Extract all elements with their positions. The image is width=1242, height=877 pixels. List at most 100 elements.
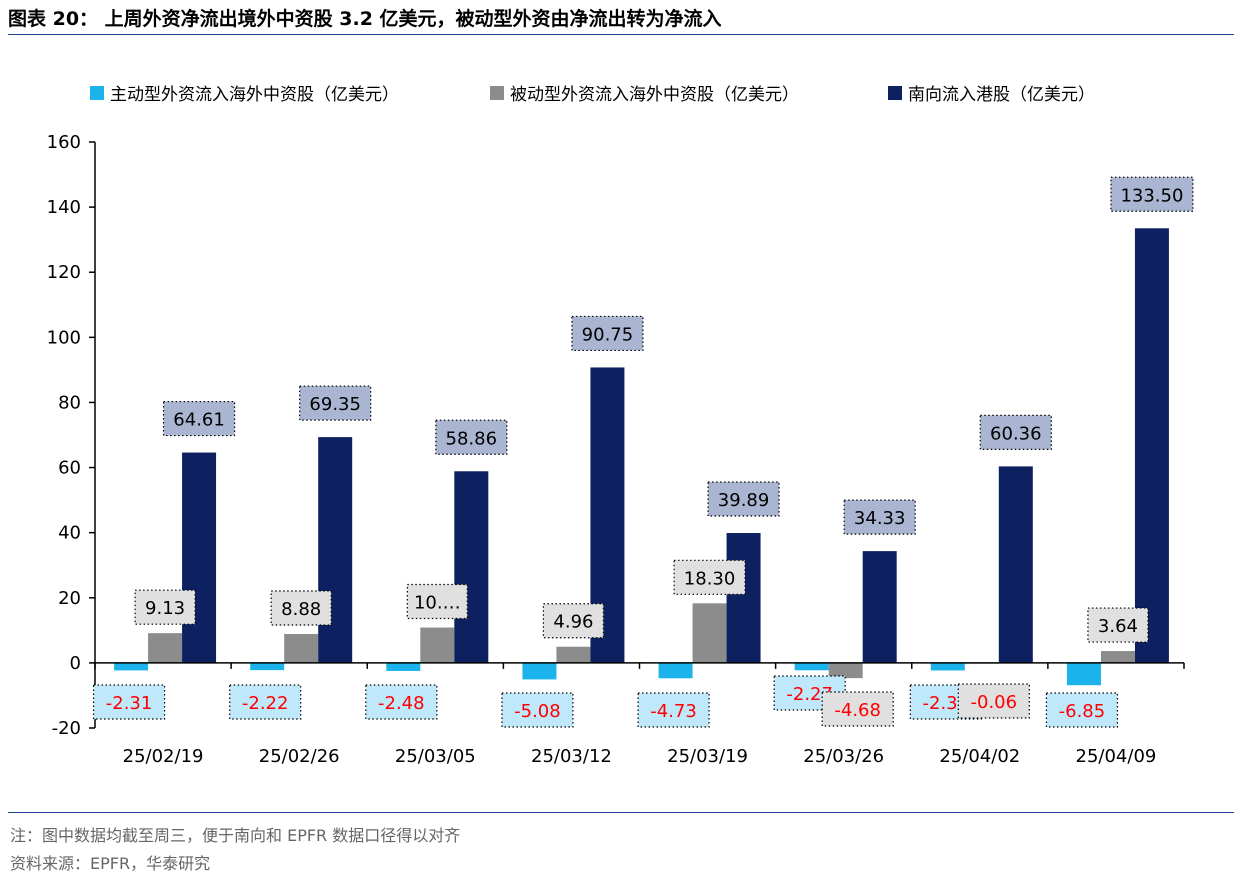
bar xyxy=(454,471,489,663)
data-label: 4.96 xyxy=(553,612,593,633)
x-axis: 25/02/19 25/02/26 25/03/05 25/03/12 25/03/19… xyxy=(94,662,1185,767)
x-tick-label: 25/02/26 xyxy=(259,746,340,767)
data-label: -2.27 xyxy=(786,684,833,705)
data-label: 3.64 xyxy=(1098,616,1138,637)
data-label: -5.08 xyxy=(514,701,561,722)
data-label-box xyxy=(821,691,894,727)
data-label: 10.… xyxy=(414,593,461,614)
data-label-box xyxy=(501,692,574,728)
y-tick-label: 120 xyxy=(47,262,81,283)
data-label: 60.36 xyxy=(990,423,1042,444)
y-tick-label: 0 xyxy=(70,653,81,674)
data-label: -6.85 xyxy=(1059,701,1106,722)
legend-swatch xyxy=(888,86,902,100)
bar xyxy=(692,603,727,663)
bar xyxy=(726,533,761,663)
data-label-box xyxy=(542,603,605,639)
bar xyxy=(522,662,557,680)
legend-label: 南向流入港股（亿美元） xyxy=(908,85,1095,105)
data-label-box xyxy=(162,400,236,437)
data-label: -2.31 xyxy=(106,693,153,714)
data-label-box xyxy=(406,583,468,620)
bar xyxy=(250,662,285,671)
bar xyxy=(148,633,183,663)
bar xyxy=(930,662,965,671)
x-tick-label: 25/02/19 xyxy=(123,746,204,767)
data-labels: -2.31 9.13 64.61 -2.22 8.88 69.35 -2.48 10.… 58.… xyxy=(92,176,1194,728)
data-label-box xyxy=(1045,692,1119,728)
data-label-box xyxy=(707,481,780,517)
bar xyxy=(420,627,455,663)
legend-label: 被动型外资流入海外中资股（亿美元） xyxy=(510,85,799,105)
x-tick-label: 25/03/19 xyxy=(667,746,748,767)
data-label-box xyxy=(365,684,438,720)
data-label: 69.35 xyxy=(309,394,361,415)
bar xyxy=(862,551,897,663)
data-label-box xyxy=(1087,607,1149,643)
bar xyxy=(794,662,829,671)
bar xyxy=(318,437,353,663)
bar xyxy=(182,452,217,663)
footer-divider xyxy=(8,812,1234,813)
data-label: 133.50 xyxy=(1120,185,1183,206)
data-label: 90.75 xyxy=(582,324,634,345)
legend-swatch xyxy=(490,86,504,100)
data-label: -2.33 xyxy=(923,693,970,714)
data-label-box xyxy=(1110,176,1194,212)
x-tick-label: 25/03/26 xyxy=(803,746,884,767)
bar xyxy=(556,646,591,663)
legend-label: 主动型外资流入海外中资股（亿美元） xyxy=(110,85,399,105)
y-tick-label: -20 xyxy=(52,718,81,739)
data-label-box xyxy=(299,385,372,421)
data-label-box xyxy=(843,499,916,535)
data-label: 39.89 xyxy=(718,490,770,511)
y-tick-label: 100 xyxy=(47,327,81,348)
y-tick-label: 80 xyxy=(58,392,81,413)
bars xyxy=(114,228,1169,686)
data-label-box xyxy=(571,315,644,352)
data-label-box xyxy=(270,590,332,626)
data-label: 58.86 xyxy=(446,428,498,449)
chart-title: 图表 20： 上周外资净流出境外中资股 3.2 亿美元，被动型外资由净流出转为净… xyxy=(8,8,722,30)
data-label-box xyxy=(435,419,508,455)
data-label: 34.33 xyxy=(854,508,906,529)
data-label: 18.30 xyxy=(684,568,736,589)
bar xyxy=(1134,228,1169,663)
y-tick-label: 160 xyxy=(47,132,81,153)
bar xyxy=(386,662,421,671)
bar xyxy=(1100,651,1135,663)
x-tick-label: 25/03/12 xyxy=(531,746,612,767)
data-label-box xyxy=(637,692,710,728)
y-tick-label: 40 xyxy=(58,523,81,544)
legend: 主动型外资流入海外中资股（亿美元） 被动型外资流入海外中资股（亿美元） 南向流入港股… xyxy=(90,85,1095,105)
data-label: 8.88 xyxy=(281,599,321,620)
data-label-box xyxy=(957,683,1030,719)
title-divider xyxy=(8,34,1234,35)
y-axis: 160 140 120 100 80 60 40 20 0 -20 xyxy=(47,132,96,739)
y-tick-label: 60 xyxy=(58,458,81,479)
x-tick-label: 25/03/05 xyxy=(395,746,476,767)
data-label: 64.61 xyxy=(173,410,225,431)
data-label: -4.73 xyxy=(650,701,697,722)
data-label-box xyxy=(673,559,746,595)
data-label: -0.06 xyxy=(971,692,1018,713)
x-tick-label: 25/04/02 xyxy=(939,746,1020,767)
bar xyxy=(658,662,693,679)
data-label: -2.48 xyxy=(378,693,425,714)
data-label: -2.22 xyxy=(242,693,289,714)
bar-chart: 主动型外资流入海外中资股（亿美元） 被动型外资流入海外中资股（亿美元） 南向流入港股… xyxy=(47,85,1194,767)
y-tick-label: 140 xyxy=(47,197,81,218)
bar xyxy=(284,633,319,663)
chart-source: 资料来源：EPFR，华泰研究 xyxy=(10,854,211,873)
legend-swatch xyxy=(90,86,104,100)
data-label: 9.13 xyxy=(145,598,185,619)
y-tick-label: 20 xyxy=(58,588,81,609)
data-label: -4.68 xyxy=(834,700,881,721)
bar xyxy=(828,662,863,679)
data-label-box xyxy=(229,684,302,720)
bar xyxy=(114,662,149,671)
data-label-box xyxy=(134,589,196,625)
x-tick-label: 25/04/09 xyxy=(1076,746,1157,767)
chart-note: 注：图中数据均截至周三，便于南向和 EPFR 数据口径得以对齐 xyxy=(10,826,461,845)
data-label-box xyxy=(979,414,1052,450)
